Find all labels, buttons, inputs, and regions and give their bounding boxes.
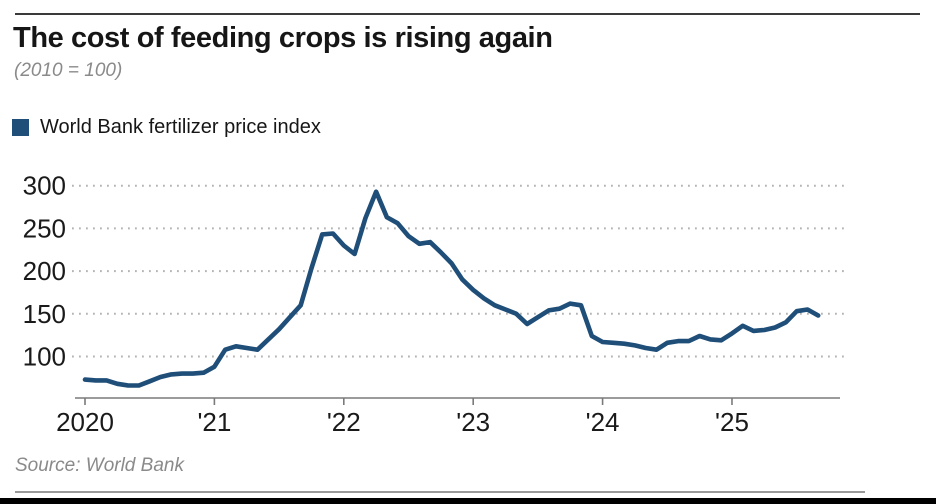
x-tick-label-25: '25 xyxy=(715,407,749,437)
fertilizer-price-line xyxy=(82,189,821,388)
y-tick-label-200: 200 xyxy=(23,256,66,286)
x-tick-label-22: '22 xyxy=(327,407,361,437)
y-tick-label-300: 300 xyxy=(23,171,66,201)
x-tick-label-2020: 2020 xyxy=(56,407,114,437)
source-note: Source: World Bank xyxy=(15,455,184,476)
legend-label: World Bank fertilizer price index xyxy=(40,116,321,138)
y-tick-label-100: 100 xyxy=(23,342,66,372)
x-tick-label-21: '21 xyxy=(197,407,231,437)
chart-subtitle: (2010 = 100) xyxy=(14,60,123,81)
top-rule xyxy=(15,13,920,15)
y-tick-label-250: 250 xyxy=(23,213,66,243)
bottom-border xyxy=(0,498,936,504)
page-title: The cost of feeding crops is rising agai… xyxy=(13,22,553,54)
source-rule xyxy=(15,491,865,493)
legend-swatch-icon xyxy=(12,119,29,136)
y-tick-label-150: 150 xyxy=(23,299,66,329)
x-tick-label-23: '23 xyxy=(456,407,490,437)
legend: World Bank fertilizer price index xyxy=(12,116,321,139)
x-tick-label-24: '24 xyxy=(586,407,620,437)
